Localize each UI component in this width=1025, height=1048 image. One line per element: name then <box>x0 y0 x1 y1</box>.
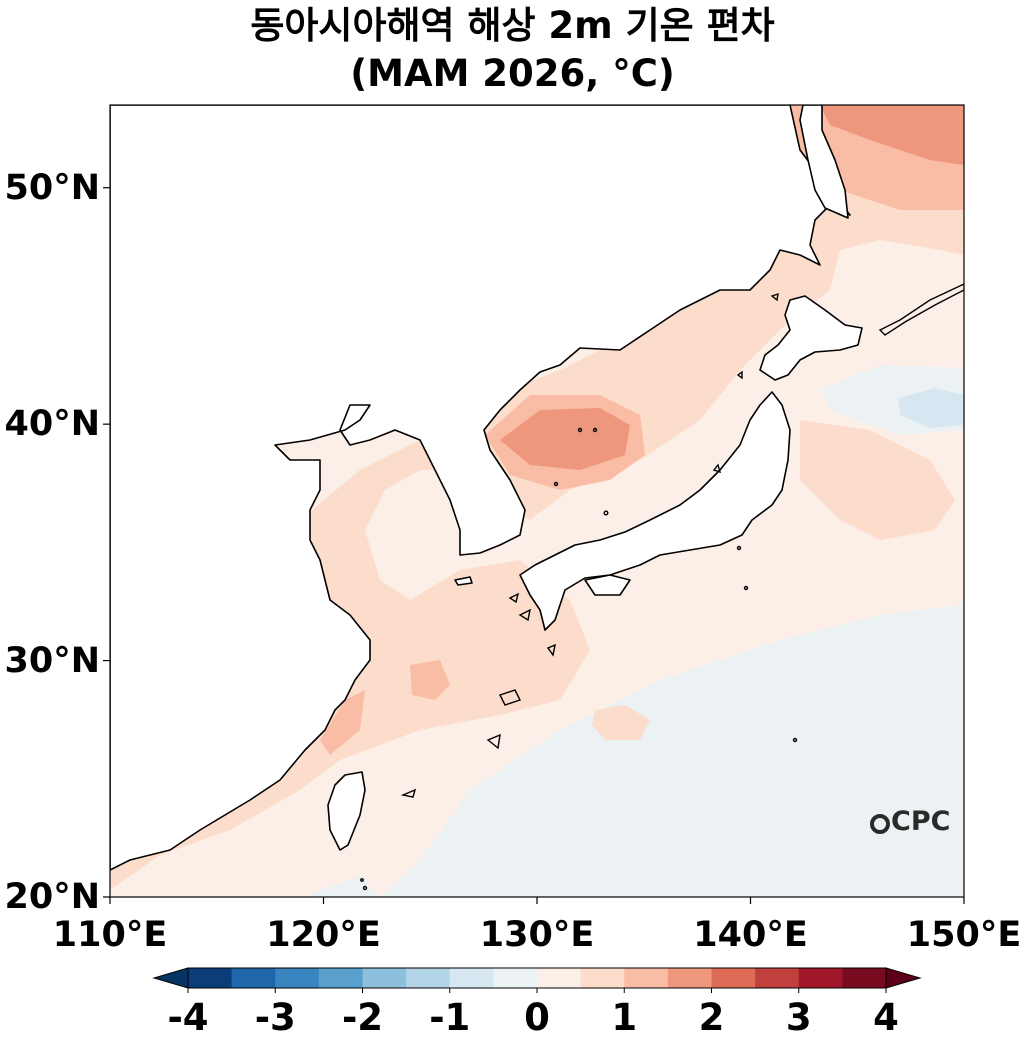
lat-tick-label: 30°N <box>4 640 101 681</box>
colorbar-tick-label: -1 <box>429 996 471 1039</box>
colorbar-tick-label: 2 <box>698 996 725 1039</box>
field-warm-ecs <box>410 660 450 700</box>
land-mainland <box>110 105 851 871</box>
anomaly-field <box>110 105 964 897</box>
land-shikoku <box>584 574 631 596</box>
colorbar-tick-label: 0 <box>524 996 550 1039</box>
map-subtitle: (MAM 2026, °C) <box>350 52 675 95</box>
islands <box>360 283 964 891</box>
land <box>110 105 863 871</box>
lon-tick-label: 140°E <box>693 915 808 955</box>
axis-ticks <box>103 187 965 904</box>
lat-tick-label: 50°N <box>4 167 101 208</box>
logo-text: CPC <box>891 806 951 837</box>
colorbar-tick-label: -4 <box>167 996 209 1039</box>
land-hokkaido <box>759 295 863 381</box>
field-warm-okhotsk-core <box>820 105 964 165</box>
field-cool-southeast <box>380 605 964 897</box>
field-warm-taiwan-strait <box>320 690 365 755</box>
land-honshu <box>519 391 791 631</box>
cpc-logo: CPC <box>870 806 950 838</box>
colorbar-tick-label: -2 <box>341 996 384 1039</box>
logo-ring-icon <box>870 814 890 834</box>
lat-tick-label: 20°N <box>4 877 101 917</box>
colorbar-tick-label: 4 <box>873 996 899 1039</box>
lat-tick-label: 40°N <box>4 404 101 445</box>
land-taiwan <box>327 771 366 851</box>
lon-tick-label: 130°E <box>479 915 595 955</box>
field-warm-east <box>800 420 955 540</box>
map-title: 동아시아해역 해상 2m 기온 편차 <box>250 4 775 47</box>
colorbar-tick-label: 3 <box>785 996 812 1039</box>
colorbar-tick-label: -3 <box>254 996 296 1039</box>
land-sakhalin <box>799 105 849 219</box>
field-cool-core <box>898 388 964 428</box>
colorbar-tick-label: 1 <box>611 996 638 1039</box>
lon-tick-label: 150°E <box>906 915 1022 955</box>
field-warm-small <box>592 705 650 740</box>
lon-tick-label: 120°E <box>266 915 381 955</box>
land-jeju <box>454 576 473 586</box>
field-warm-eastsea-core <box>500 408 630 470</box>
lon-tick-label: 110°E <box>52 915 168 955</box>
